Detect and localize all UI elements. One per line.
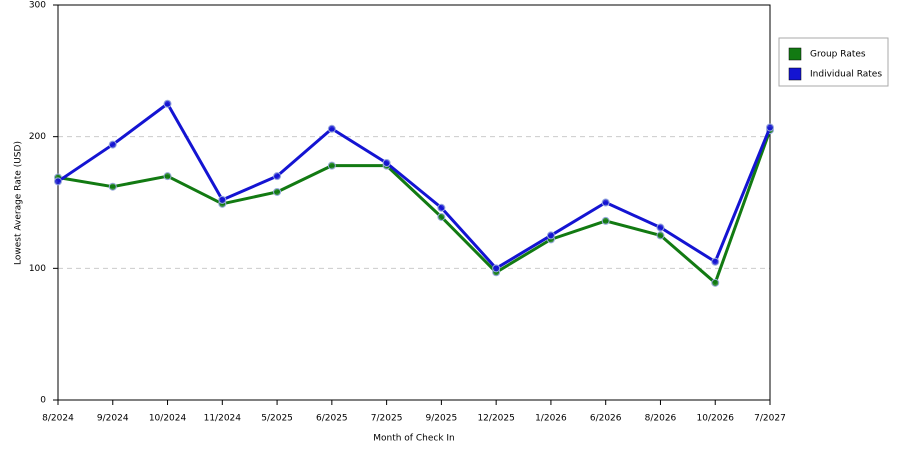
x-axis-label: Month of Check In (373, 434, 455, 444)
y-tick-label: 100 (29, 264, 46, 274)
point (273, 187, 282, 196)
legend-label: Group Rates (810, 50, 866, 60)
x-tick-label: 10/2026 (697, 414, 735, 424)
point (108, 140, 117, 149)
point (437, 203, 446, 212)
point (492, 264, 501, 273)
point (163, 99, 172, 108)
x-tick-label: 6/2025 (316, 414, 348, 424)
x-tick-label: 8/2026 (645, 414, 677, 424)
y-tick-label: 0 (40, 396, 46, 406)
x-tick-label: 9/2024 (97, 414, 129, 424)
point (601, 216, 610, 225)
point (108, 182, 117, 191)
y-axis-label: Lowest Average Rate (USD) (14, 141, 24, 265)
series-line (57, 102, 772, 270)
point (601, 198, 610, 207)
point (437, 212, 446, 221)
x-tick-label: 9/2025 (426, 414, 458, 424)
y-tick-label: 300 (29, 1, 46, 11)
x-tick-label: 5/2025 (261, 414, 293, 424)
point (546, 231, 555, 240)
legend-label: Individual Rates (810, 70, 882, 80)
x-tick-label: 10/2024 (149, 414, 187, 424)
point (327, 161, 336, 170)
point (382, 159, 391, 167)
x-tick-label: 1/2026 (535, 414, 567, 424)
point (711, 278, 720, 287)
legend-swatch (788, 47, 802, 61)
series-line (57, 129, 772, 285)
point (218, 195, 227, 204)
legend-swatch (788, 67, 802, 81)
point (711, 257, 720, 266)
x-tick-label: 7/2027 (754, 414, 786, 424)
point (327, 124, 336, 133)
point (273, 172, 282, 181)
point (656, 223, 665, 232)
plot-frame (57, 4, 771, 401)
x-tick-label: 7/2025 (371, 414, 403, 424)
point (766, 123, 774, 132)
x-tick-label: 8/2024 (42, 414, 74, 424)
point (656, 231, 665, 240)
point (163, 172, 172, 181)
point (54, 177, 62, 186)
y-tick-label: 200 (29, 132, 46, 142)
x-tick-label: 12/2025 (477, 414, 514, 424)
x-tick-label: 11/2024 (204, 414, 242, 424)
x-tick-label: 6/2026 (590, 414, 622, 424)
